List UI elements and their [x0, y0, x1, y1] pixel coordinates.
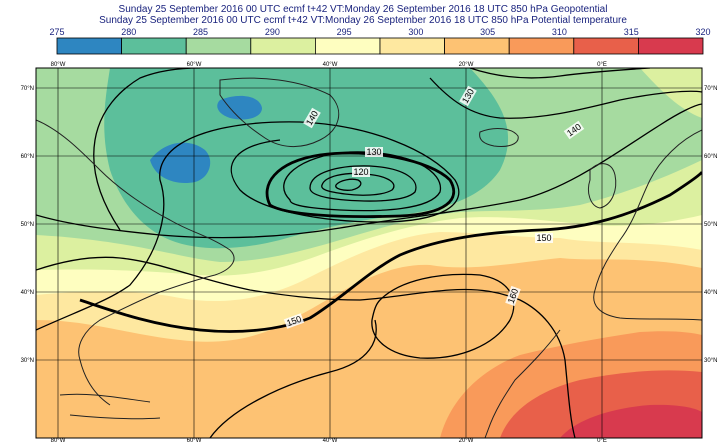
contour-label-bg	[283, 313, 305, 329]
contour-label-text: 120	[353, 167, 368, 177]
contour-label-bg	[505, 285, 521, 307]
lon-label-bottom: 20°W	[459, 438, 474, 443]
lon-label-top: 0°E	[597, 62, 607, 68]
contour-line	[321, 172, 395, 196]
contour-line	[309, 165, 417, 202]
graticule	[36, 68, 702, 438]
lon-label-top: 80°W	[51, 62, 66, 68]
contour-line	[93, 68, 201, 231]
colorbar-tick-label: 290	[265, 27, 280, 37]
colorbar-tick-label: 285	[193, 27, 208, 37]
contour-label: 150	[535, 233, 553, 243]
lat-label-left: 70°N	[21, 86, 34, 92]
contour-label: 120	[352, 167, 370, 177]
coastline-africa	[484, 329, 561, 438]
colorbar-tick-label: 320	[695, 27, 710, 37]
colorbar-tick-label: 300	[408, 27, 423, 37]
coastline-europe	[593, 129, 702, 321]
map-frame	[35, 67, 703, 439]
contour-label-text: 130	[366, 147, 381, 157]
contour-label-text: 160	[506, 287, 521, 305]
coastline-north-america	[36, 119, 235, 406]
geopotential-contours	[36, 68, 702, 438]
theta-core-west	[180, 352, 321, 407]
lat-label-right: 30°N	[704, 358, 717, 364]
lon-label-top: 40°W	[323, 62, 338, 68]
lon-label-bottom: 40°W	[323, 438, 338, 443]
theta-band-275-patch	[217, 95, 262, 120]
coastlines	[36, 77, 702, 438]
contour-label-bg	[459, 85, 477, 107]
lat-label-left: 50°N	[21, 222, 34, 228]
coastline-british-isles	[587, 163, 617, 209]
lon-label-bottom: 80°W	[51, 438, 66, 443]
contour-label-bg	[352, 167, 370, 177]
lat-label-right: 40°N	[704, 290, 717, 296]
lat-label-right: 70°N	[704, 86, 717, 92]
colorbar-tick-label: 295	[337, 27, 352, 37]
lat-label-left: 30°N	[21, 358, 34, 364]
coastline-greenland	[219, 77, 340, 147]
colorbar-tick-label: 280	[121, 27, 136, 37]
lat-label-right: 60°N	[704, 154, 717, 160]
contour-label: 130	[365, 147, 383, 157]
chart-title-potential-temperature: Sunday 25 September 2016 00 UTC ecmf t+4…	[99, 15, 627, 26]
contour-label: 150	[283, 313, 305, 329]
contour-label: 160	[505, 285, 521, 307]
contour-label-text: 150	[285, 314, 303, 329]
geopotential-thick-contours	[79, 151, 702, 333]
lon-label-bottom: 60°W	[187, 438, 202, 443]
colorbar-tick-label: 275	[49, 27, 64, 37]
lon-label-top: 20°W	[459, 62, 474, 68]
contour-line	[371, 273, 515, 359]
contour-line	[335, 178, 362, 191]
theta-band-275	[150, 142, 211, 184]
theta-core-mid	[370, 289, 481, 340]
contour-label-text: 150	[536, 233, 551, 243]
contour-line	[429, 77, 702, 119]
colorbar-tick-label: 310	[552, 27, 567, 37]
lat-label-right: 50°N	[704, 222, 717, 228]
contour-line	[36, 103, 702, 239]
lat-label-left: 40°N	[21, 290, 34, 296]
contour-line-thick	[265, 151, 456, 218]
contour-line	[283, 151, 442, 212]
lat-label-left: 60°N	[21, 154, 34, 160]
contour-label-bg	[563, 120, 585, 140]
colorbar-swatch	[638, 37, 704, 55]
contour-label-bg	[303, 107, 321, 129]
coastline-caribbean	[59, 393, 161, 420]
coastline-iceland	[479, 128, 519, 147]
contour-label-bg	[365, 147, 383, 157]
contour-line-thick	[79, 171, 702, 333]
chart-title-geopotential: Sunday 25 September 2016 00 UTC ecmf t+4…	[118, 4, 608, 15]
lon-label-top: 60°W	[187, 62, 202, 68]
contour-label-bg	[535, 233, 553, 243]
colorbar-tick-label: 315	[624, 27, 639, 37]
colorbar-legend: 275 280 285 290 295 300 305 310 315 320	[49, 27, 711, 55]
contour-line	[36, 121, 460, 331]
colorbar-tick-label: 305	[480, 27, 495, 37]
contour-line	[469, 68, 651, 79]
lon-label-bottom: 0°E	[597, 438, 607, 443]
theta-band-320	[560, 404, 702, 438]
